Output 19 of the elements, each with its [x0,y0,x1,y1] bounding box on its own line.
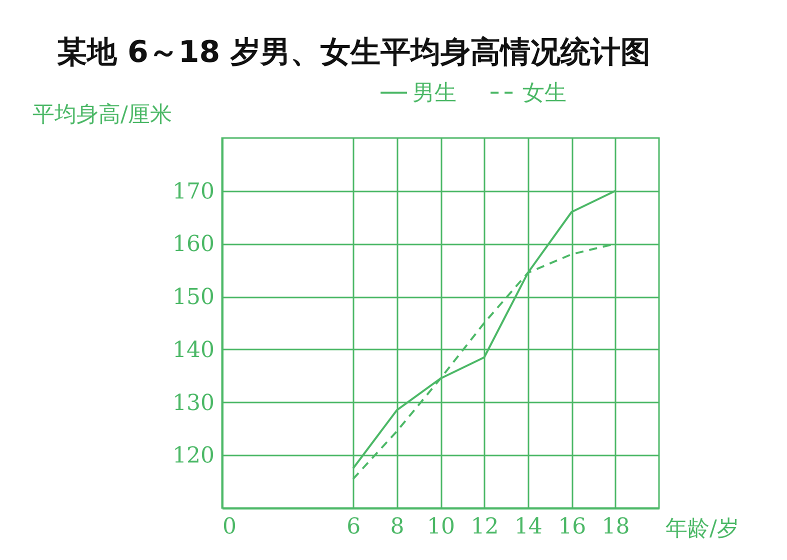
legend-label: 女生 [522,80,566,106]
y-tick-label: 170 [172,179,214,204]
x-tick-label: 6 [346,514,361,540]
y-tick-label: 150 [172,285,214,310]
y-tick-label: 120 [172,444,214,469]
x-tick-label: 10 [427,514,455,540]
y-tick-label: 130 [172,390,214,416]
x-axis-title: 年龄/岁 [666,516,739,542]
y-tick-label: 160 [172,232,214,258]
x-tick-label: 8 [390,514,404,540]
x-tick-label: 12 [470,514,499,540]
x-tick-label: 14 [514,514,542,540]
y-axis-title: 平均身高/厘米 [32,102,172,128]
x-tick-label: 0 [222,514,236,540]
x-tick-label: 16 [558,514,586,540]
x-tick-label: 18 [602,514,630,540]
chart-title: 某地 6～18 岁男、女生平均身高情况统计图 [57,35,651,70]
legend-label: 男生 [412,80,456,106]
y-tick-label: 140 [172,338,214,363]
